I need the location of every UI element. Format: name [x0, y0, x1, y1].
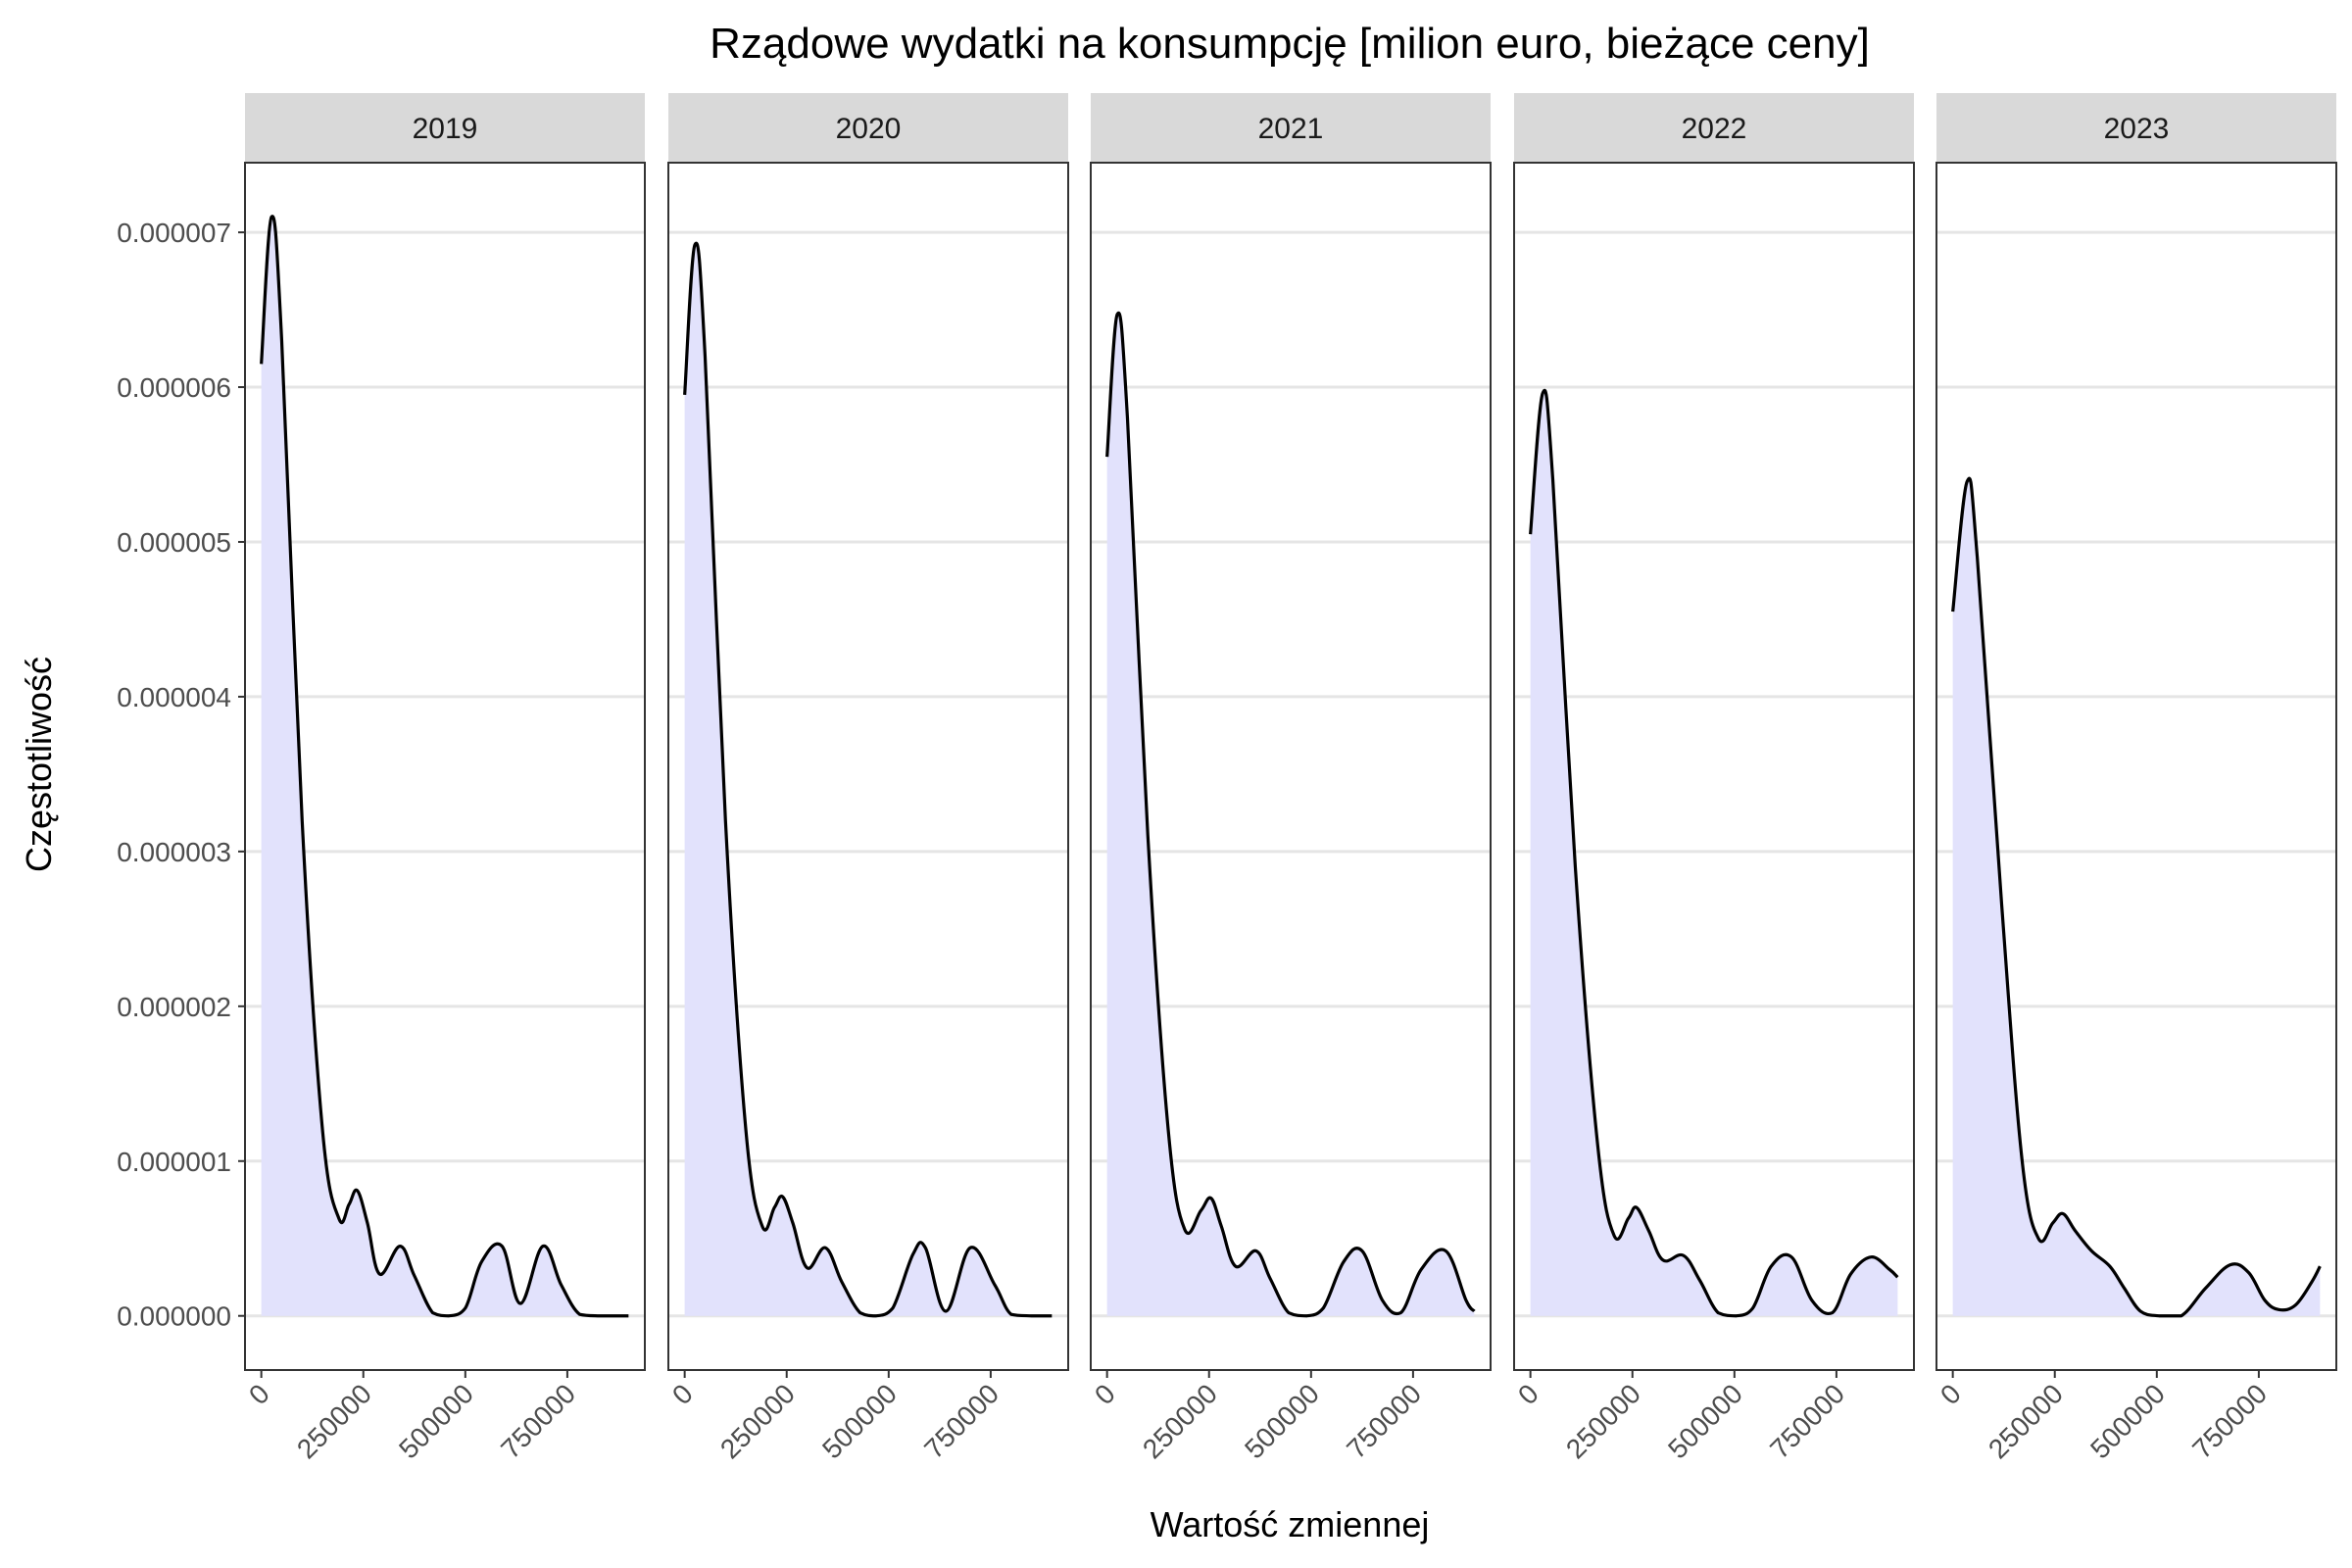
- facet-strip-label: 2022: [1682, 113, 1747, 145]
- density-area: [684, 243, 1053, 1316]
- x-tick-label: 500000: [2084, 1378, 2171, 1464]
- y-tick-label: 0.000003: [117, 837, 231, 867]
- chart-title: Rządowe wydatki na konsumpcję [milion eu…: [710, 20, 1870, 68]
- y-tick-label: 0.000006: [117, 372, 231, 403]
- y-tick-label: 0.000001: [117, 1147, 231, 1177]
- x-tick-label: 750000: [495, 1378, 581, 1464]
- x-tick-label: 750000: [918, 1378, 1004, 1464]
- panel-border: [1936, 162, 2337, 1371]
- y-tick-label: 0.000000: [117, 1301, 231, 1332]
- x-tick-label: 750000: [1764, 1378, 1850, 1464]
- facet-strip-label: 2019: [413, 113, 478, 145]
- panel-border: [1090, 162, 1492, 1371]
- facet-strip: [668, 93, 1068, 162]
- x-tick-label: 500000: [816, 1378, 903, 1464]
- x-tick-label: 0: [1089, 1378, 1121, 1410]
- x-tick-label: 250000: [714, 1378, 801, 1464]
- x-tick-label: 250000: [291, 1378, 377, 1464]
- density-area: [261, 216, 629, 1316]
- density-line: [1529, 388, 1899, 1318]
- y-tick-label: 0.000007: [117, 218, 231, 248]
- density-line: [683, 241, 1053, 1318]
- facet-strip: [1514, 93, 1914, 162]
- y-axis: 0.000000 0.000001 0.000002 0.000003 0.000004…: [117, 218, 245, 1332]
- facet-panel-2019: 2019 0 250000 500000 750000: [243, 93, 646, 1464]
- facet-panel-2022: 2022 0 250000 500000 750000: [1512, 93, 1915, 1464]
- x-tick-label: 0: [1512, 1378, 1544, 1410]
- y-tick-label: 0.000002: [117, 992, 231, 1022]
- facet-panel-2020: 2020 0 250000 500000 750000: [666, 93, 1069, 1464]
- panel-border: [244, 162, 646, 1371]
- facet-strip-label: 2020: [836, 113, 902, 145]
- facet-strip: [1936, 93, 2336, 162]
- x-tick-label: 0: [666, 1378, 699, 1410]
- x-tick-label: 500000: [1239, 1378, 1325, 1464]
- density-line: [1105, 311, 1476, 1318]
- density-area: [1106, 313, 1475, 1316]
- density-area: [1952, 478, 2321, 1316]
- y-axis-title: Częstotliwość: [19, 657, 59, 872]
- x-tick-label: 250000: [1137, 1378, 1223, 1464]
- facet-panel-2023: 2023 0 250000 500000 750000: [1935, 93, 2337, 1464]
- x-tick-label: 750000: [1341, 1378, 1427, 1464]
- density-line: [260, 215, 629, 1318]
- panel-border: [667, 162, 1069, 1371]
- x-axis-title: Wartość zmiennej: [1151, 1504, 1430, 1544]
- x-tick-label: 0: [1935, 1378, 1967, 1410]
- y-tick-label: 0.000005: [117, 527, 231, 558]
- x-tick-label: 250000: [1560, 1378, 1646, 1464]
- x-tick-label: 750000: [2186, 1378, 2273, 1464]
- x-tick-label: 500000: [1662, 1378, 1748, 1464]
- facet-panel-2021: 2021 0 250000 500000 750000: [1089, 93, 1492, 1464]
- density-line: [1951, 476, 2322, 1318]
- density-area: [1530, 390, 1898, 1316]
- facet-strip-label: 2021: [1258, 113, 1324, 145]
- facet-strip: [1091, 93, 1491, 162]
- facet-strip-label: 2023: [2104, 113, 2170, 145]
- x-tick-label: 0: [243, 1378, 275, 1410]
- y-tick-label: 0.000004: [117, 682, 231, 712]
- facet-strip: [245, 93, 645, 162]
- x-tick-label: 250000: [1983, 1378, 2069, 1464]
- panel-border: [1513, 162, 1915, 1371]
- x-tick-label: 500000: [393, 1378, 479, 1464]
